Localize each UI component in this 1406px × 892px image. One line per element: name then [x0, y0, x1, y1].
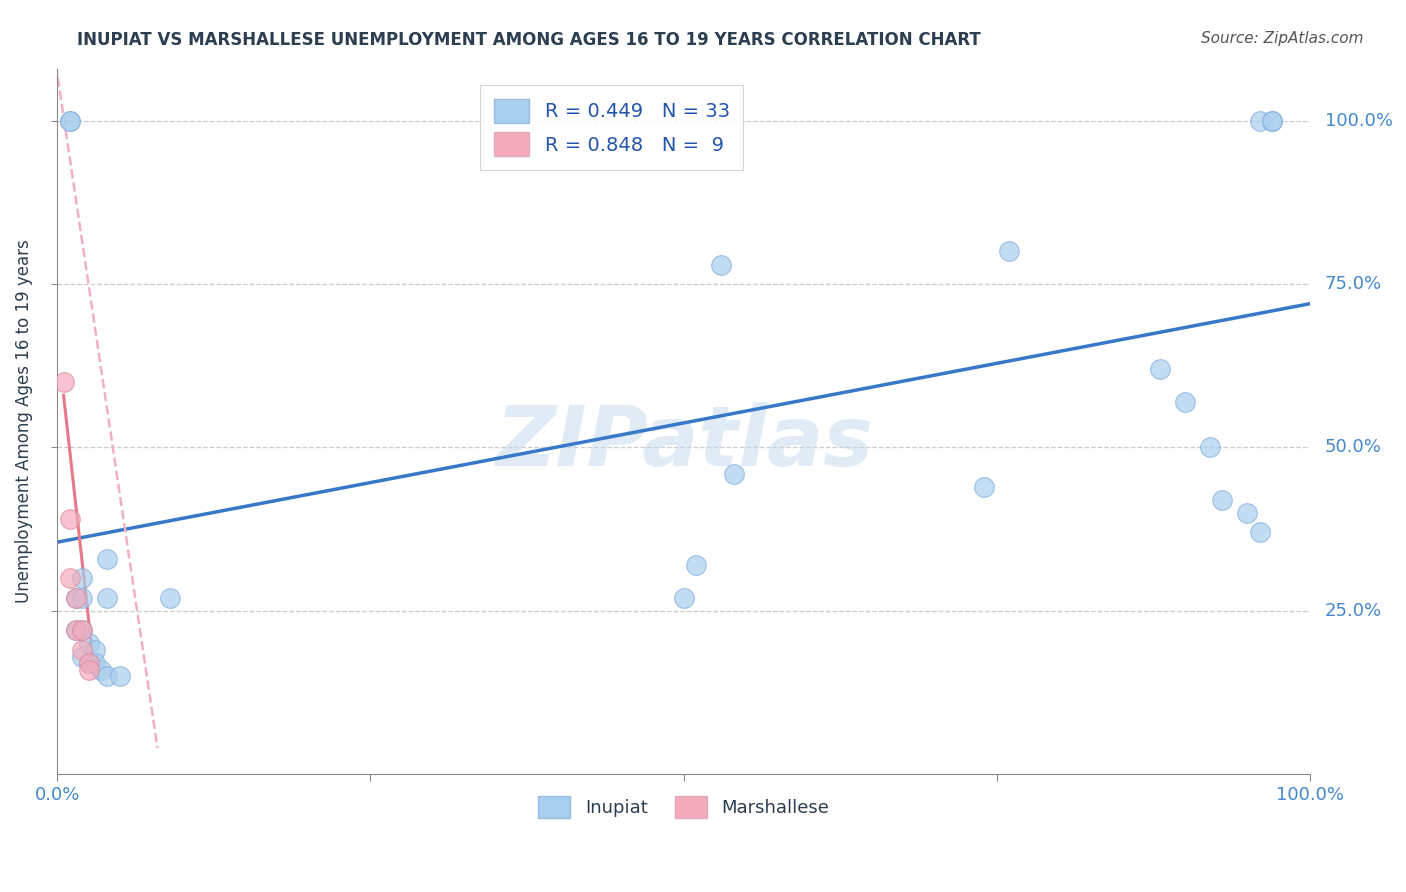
Point — [72, 571, 94, 585]
Point — [83, 643, 105, 657]
Point — [1261, 113, 1284, 128]
Point — [72, 624, 94, 638]
Point — [672, 591, 695, 605]
Y-axis label: Unemployment Among Ages 16 to 19 years: Unemployment Among Ages 16 to 19 years — [15, 239, 32, 603]
Point — [59, 512, 82, 526]
Text: INUPIAT VS MARSHALLESE UNEMPLOYMENT AMONG AGES 16 TO 19 YEARS CORRELATION CHART: INUPIAT VS MARSHALLESE UNEMPLOYMENT AMON… — [77, 31, 981, 49]
Point — [72, 624, 94, 638]
Point — [77, 656, 100, 670]
Point — [1149, 362, 1171, 376]
Text: ZIPatlas: ZIPatlas — [495, 402, 873, 483]
Point — [1198, 441, 1220, 455]
Point — [973, 480, 995, 494]
Point — [52, 375, 75, 389]
Point — [72, 649, 94, 664]
Point — [90, 663, 112, 677]
Point — [65, 591, 87, 605]
Point — [685, 558, 707, 572]
Point — [108, 669, 131, 683]
Point — [59, 113, 82, 128]
Point — [59, 113, 82, 128]
Point — [1249, 113, 1271, 128]
Point — [1236, 506, 1258, 520]
Point — [65, 624, 87, 638]
Point — [83, 656, 105, 670]
Point — [159, 591, 181, 605]
Point — [96, 669, 118, 683]
Point — [77, 636, 100, 650]
Point — [1261, 113, 1284, 128]
Point — [59, 571, 82, 585]
Point — [96, 551, 118, 566]
Text: 75.0%: 75.0% — [1324, 275, 1382, 293]
Point — [72, 643, 94, 657]
Point — [77, 663, 100, 677]
Point — [710, 258, 733, 272]
Text: 100.0%: 100.0% — [1324, 112, 1393, 130]
Text: 25.0%: 25.0% — [1324, 602, 1382, 620]
Point — [1249, 525, 1271, 540]
Point — [998, 244, 1021, 259]
Legend: Inupiat, Marshallese: Inupiat, Marshallese — [530, 789, 837, 825]
Point — [65, 591, 87, 605]
Text: 50.0%: 50.0% — [1324, 439, 1382, 457]
Point — [72, 591, 94, 605]
Point — [1211, 492, 1233, 507]
Point — [96, 591, 118, 605]
Point — [77, 656, 100, 670]
Text: Source: ZipAtlas.com: Source: ZipAtlas.com — [1201, 31, 1364, 46]
Point — [723, 467, 745, 481]
Point — [65, 624, 87, 638]
Point — [1174, 394, 1197, 409]
